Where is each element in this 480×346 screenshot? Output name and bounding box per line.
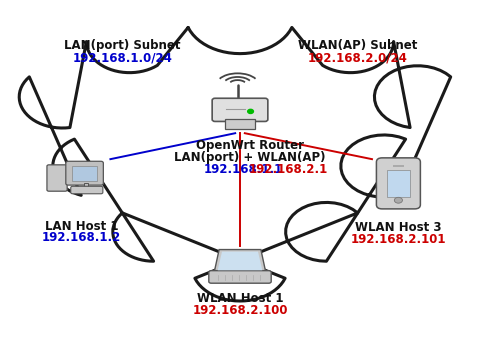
Polygon shape [214, 249, 266, 273]
Text: 192.168.2.0/24: 192.168.2.0/24 [308, 51, 408, 64]
FancyBboxPatch shape [71, 186, 103, 194]
Text: WLAN Host 3: WLAN Host 3 [355, 221, 442, 234]
FancyBboxPatch shape [66, 161, 103, 185]
Text: 192.168.1.1: 192.168.1.1 [204, 163, 283, 176]
Text: OpenWrt Router: OpenWrt Router [196, 139, 304, 152]
Text: 192.168.2.101: 192.168.2.101 [351, 233, 446, 246]
Text: 192.168.2.1: 192.168.2.1 [249, 163, 328, 176]
Bar [72, 166, 97, 181]
Polygon shape [218, 252, 263, 270]
FancyBboxPatch shape [209, 271, 271, 283]
Polygon shape [19, 27, 451, 301]
Bar [386, 170, 410, 197]
Text: LAN(port) + WLAN(AP): LAN(port) + WLAN(AP) [174, 151, 325, 164]
Text: 192.168.1.2: 192.168.1.2 [42, 231, 121, 244]
Bar [393, 165, 404, 167]
FancyBboxPatch shape [47, 165, 67, 191]
Text: 192.168.2.100: 192.168.2.100 [192, 304, 288, 317]
Circle shape [248, 109, 253, 113]
Circle shape [395, 197, 402, 203]
FancyBboxPatch shape [376, 158, 420, 209]
Text: LAN(port) Subnet: LAN(port) Subnet [64, 39, 180, 52]
Bar [225, 119, 255, 129]
Text: LAN Host 1: LAN Host 1 [45, 220, 119, 233]
FancyBboxPatch shape [212, 98, 268, 121]
Text: 192.168.1.0/24: 192.168.1.0/24 [72, 51, 172, 64]
Text: WLAN(AP) Subnet: WLAN(AP) Subnet [298, 39, 417, 52]
Bar [84, 183, 88, 186]
Text: WLAN Host 1: WLAN Host 1 [197, 292, 283, 306]
